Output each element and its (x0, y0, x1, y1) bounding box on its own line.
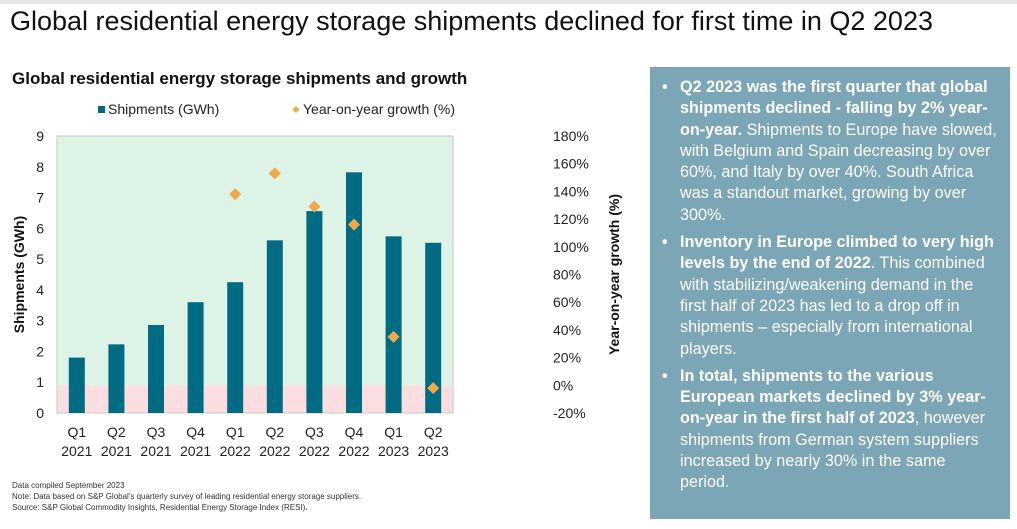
y2-tick-label: 60% (553, 294, 581, 310)
y2-tick-label: -20% (553, 405, 586, 421)
x-tick-label: 2022 (259, 443, 290, 459)
bullet-icon: • (662, 233, 668, 252)
growth-point-q3-2022 (308, 200, 321, 213)
x-tick-label: 2021 (140, 443, 171, 459)
bar-q4-2022 (346, 172, 362, 413)
legend-growth: Year-on-year growth (%) (303, 101, 455, 117)
plot-frame (56, 135, 454, 414)
y-tick-label: 4 (36, 282, 44, 298)
x-tick-label: Q4 (186, 424, 205, 440)
note-compiled: Data compiled September 2023 (12, 481, 125, 490)
y-tick-label: 6 (36, 220, 44, 236)
top-bar (0, 0, 1017, 4)
y2-tick-label: 20% (553, 350, 581, 366)
growth-point-q1-2022 (229, 188, 242, 201)
y2-axis-label: Year-on-year growth (%) (606, 194, 622, 355)
y2-tick-label: 0% (553, 377, 573, 393)
note-methodology: Note: Data based on S&P Global's quarter… (12, 492, 362, 501)
bar-q4-2021 (187, 302, 204, 413)
finding-bold: In total, shipments to the various Europ… (680, 366, 986, 428)
x-tick-label: 2021 (61, 443, 92, 459)
x-tick-label: Q2 (107, 424, 126, 440)
page-title: Global residential energy storage shipme… (10, 6, 933, 36)
bar-q1-2023 (385, 236, 402, 413)
bullet-icon: • (662, 366, 668, 385)
finding-text: Shipments to Europe have slowed, with Be… (680, 120, 997, 224)
x-tick-label: 2022 (299, 443, 330, 459)
x-tick-label: Q1 (384, 424, 403, 440)
legend-bar-swatch (98, 106, 105, 113)
x-tick-label: Q2 (265, 424, 284, 440)
y-tick-label: 0 (36, 405, 44, 421)
bar-q2-2023 (425, 242, 442, 413)
y-tick-label: 5 (36, 251, 44, 267)
x-tick-label: 2021 (101, 443, 132, 459)
legend-diamond-icon (292, 106, 300, 113)
x-tick-label: 2023 (378, 443, 409, 459)
finding-bold: Inventory in Europe climbed to very high… (680, 233, 994, 273)
x-tick-label: 2023 (418, 443, 449, 459)
y-axis-label: Shipments (GWh) (11, 216, 27, 333)
growth-point-q1-2023 (387, 330, 400, 343)
finding-text: , however shipments from German system s… (680, 409, 985, 492)
bar-q3-2022 (306, 211, 323, 413)
chart: Q12021Q22021Q32021Q42021Q12022Q22022Q320… (11, 101, 622, 459)
bar-q1-2022 (227, 282, 244, 413)
y2-tick-label: 140% (553, 183, 589, 199)
y-tick-label: 2 (36, 343, 44, 359)
bar-q1-2021 (68, 357, 85, 413)
y-tick-label: 3 (36, 313, 44, 329)
footnotes: Data compiled September 2023 Note: Data … (12, 480, 361, 513)
x-tick-label: Q2 (424, 424, 443, 440)
y-tick-label: 8 (36, 159, 44, 175)
y2-tick-label: 120% (553, 211, 589, 227)
finding-bold: Q2 2023 was the first quarter that globa… (680, 78, 988, 139)
growth-point-q4-2022 (348, 218, 360, 231)
x-tick-label: 2021 (180, 443, 211, 459)
y2-tick-label: 180% (553, 128, 589, 144)
x-tick-label: Q4 (345, 424, 364, 440)
x-tick-label: Q3 (147, 424, 166, 440)
y-tick-label: 1 (36, 374, 44, 390)
bar-q2-2021 (108, 344, 125, 413)
x-tick-label: Q1 (67, 424, 86, 440)
finding-bullet: • Q2 2023 was the first quarter that glob… (660, 77, 998, 226)
x-tick-label: Q1 (226, 424, 245, 440)
x-tick-label: 2022 (220, 443, 251, 459)
finding-text: . This combined with stabilizing/weakeni… (680, 254, 985, 358)
finding-bullet: • In total, shipments to the various Euro… (660, 366, 998, 494)
y-tick-label: 9 (36, 128, 44, 144)
growth-point-q2-2023 (427, 382, 440, 395)
x-tick-label: Q3 (305, 424, 324, 440)
bullet-icon: • (662, 78, 668, 96)
y2-tick-label: 160% (553, 156, 589, 172)
x-tick-label: 2022 (338, 443, 369, 459)
y-tick-label: 7 (36, 190, 44, 206)
note-source: Source: S&P Global Commodity Insights, R… (12, 503, 308, 512)
finding-bullet: • Inventory in Europe climbed to very hig… (660, 232, 998, 360)
bar-q3-2021 (148, 324, 164, 413)
bar-q2-2022 (266, 240, 283, 413)
growth-point-q2-2022 (268, 167, 281, 180)
key-findings-panel: • Q2 2023 was the first quarter that glob… (650, 67, 1010, 519)
legend-shipments: Shipments (GWh) (108, 101, 219, 117)
y2-tick-label: 100% (553, 239, 589, 255)
chart-title: Global residential energy storage shipme… (12, 69, 468, 88)
y2-tick-label: 40% (553, 322, 581, 338)
y2-tick-label: 80% (553, 267, 581, 283)
